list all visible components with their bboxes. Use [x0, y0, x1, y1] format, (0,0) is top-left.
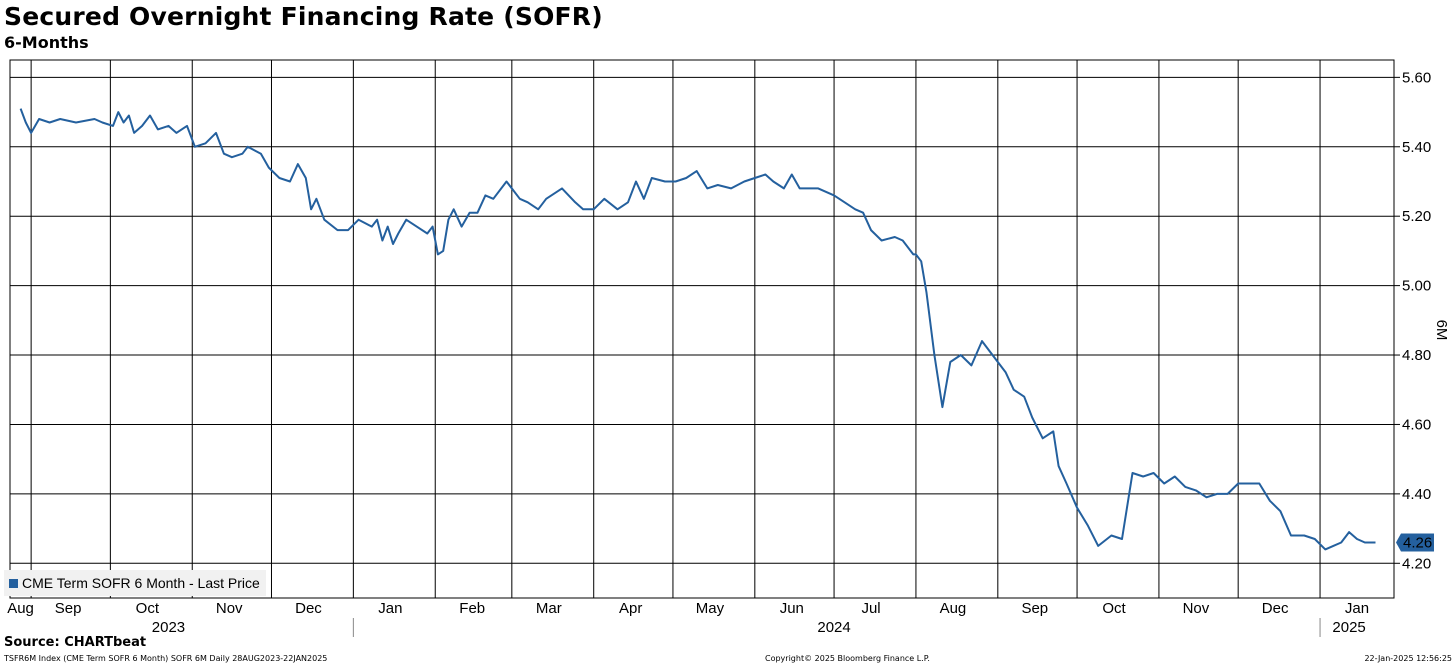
y-tick-label: 5.20: [1402, 208, 1431, 225]
series-layer: [19, 108, 1376, 551]
x-tick-label: Nov: [1183, 600, 1210, 617]
x-tick-label: Sep: [55, 600, 82, 617]
chart-subtitle: 6-Months: [4, 33, 89, 52]
x-tick-label: Feb: [459, 600, 485, 617]
chart-title: Secured Overnight Financing Rate (SOFR): [4, 2, 603, 31]
year-label: 2023: [152, 619, 185, 636]
source-note: Source: CHARTbeat: [4, 635, 147, 650]
y-tick-label: 5.00: [1402, 278, 1431, 295]
x-tick-label: Sep: [1021, 600, 1048, 617]
x-tick-label: Dec: [1262, 600, 1289, 617]
x-tick-label: Nov: [216, 600, 243, 617]
y-tick-label: 5.60: [1402, 69, 1431, 86]
legend: CME Term SOFR 6 Month - Last Price: [4, 570, 266, 596]
x-tick-label: Jun: [780, 600, 804, 617]
y-axis-title: 6M: [1433, 320, 1450, 341]
x-tick-label: Oct: [1102, 600, 1126, 617]
x-tick-label: Jul: [861, 600, 880, 617]
last-value-badge-layer: 4.26: [1396, 533, 1434, 552]
year-label: 2024: [817, 619, 850, 636]
footer-timestamp: 22-Jan-2025 12:56:25: [1364, 654, 1452, 663]
plot-frame: [9, 59, 1395, 599]
y-tick-label: 5.40: [1402, 139, 1431, 156]
x-tick-label: Mar: [536, 600, 562, 617]
legend-label: CME Term SOFR 6 Month - Last Price: [22, 575, 260, 591]
x-tick-label: Apr: [619, 600, 642, 617]
x-tick-label: Jan: [378, 600, 402, 617]
y-tick-label: 4.20: [1402, 555, 1431, 572]
footer-copyright: Copyright© 2025 Bloomberg Finance L.P.: [765, 654, 930, 663]
legend-swatch: [9, 578, 18, 588]
last-value-label: 4.26: [1403, 534, 1432, 551]
grid: [9, 59, 1395, 599]
year-label: 2025: [1332, 619, 1365, 636]
y-tick-label: 4.60: [1402, 416, 1431, 433]
axes: 5.60 5.40 5.20 5.00 4.80 4.60 4.40 4.20 Aug Sep Oc…: [7, 69, 1450, 637]
x-tick-label: Aug: [940, 600, 967, 617]
x-tick-label: Oct: [136, 600, 160, 617]
series-line: [19, 108, 1376, 551]
x-tick-label: Dec: [295, 600, 322, 617]
x-tick-label: Jan: [1345, 600, 1369, 617]
y-tick-label: 4.80: [1402, 347, 1431, 364]
footer-index-info: TSFR6M Index (CME Term SOFR 6 Month) SOF…: [4, 654, 328, 663]
y-tick-label: 4.40: [1402, 486, 1431, 503]
x-tick-label: Aug: [7, 600, 34, 617]
x-tick-label: May: [696, 600, 725, 617]
last-value-badge: [1396, 533, 1434, 552]
